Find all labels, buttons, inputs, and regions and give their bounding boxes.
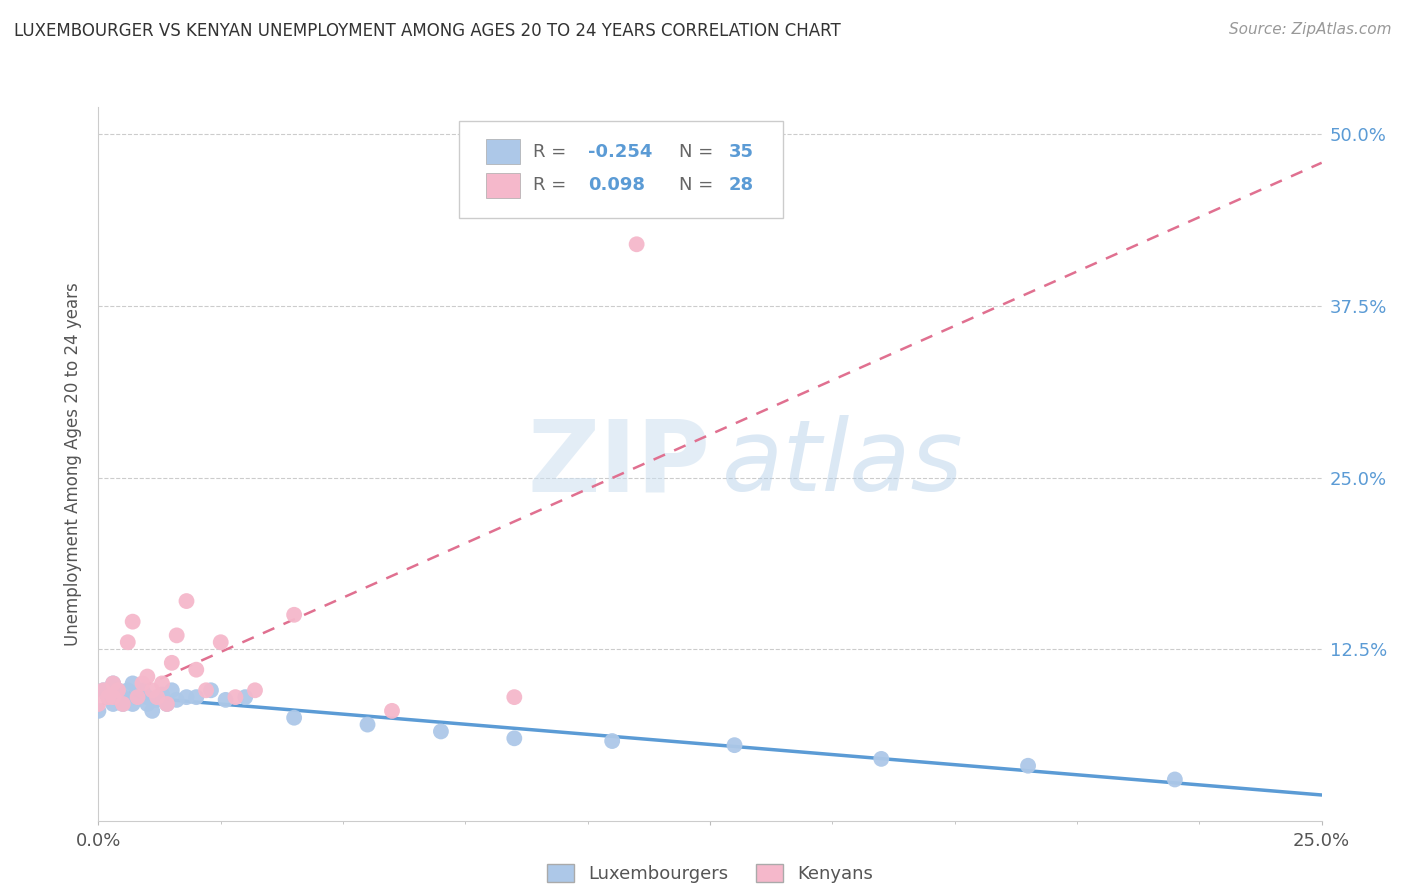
Point xyxy=(186,663,208,677)
FancyBboxPatch shape xyxy=(486,139,520,164)
Point xyxy=(136,697,159,711)
Text: Source: ZipAtlas.com: Source: ZipAtlas.com xyxy=(1229,22,1392,37)
Point xyxy=(503,690,526,705)
Point xyxy=(381,704,404,718)
Point xyxy=(430,724,453,739)
Point xyxy=(121,676,143,690)
Point xyxy=(166,693,188,707)
Text: R =: R = xyxy=(533,177,572,194)
Point xyxy=(503,731,526,746)
Point xyxy=(209,635,232,649)
Point xyxy=(101,676,124,690)
Point xyxy=(243,683,266,698)
Point xyxy=(626,237,648,252)
Point xyxy=(101,676,124,690)
Text: ZIP: ZIP xyxy=(527,416,710,512)
Point xyxy=(166,628,188,642)
Point xyxy=(176,594,198,608)
Point xyxy=(127,690,149,705)
Point xyxy=(160,683,183,698)
Point xyxy=(156,697,179,711)
Point xyxy=(121,697,143,711)
Point xyxy=(146,690,169,705)
Point xyxy=(195,683,218,698)
Point xyxy=(356,717,378,731)
Text: N =: N = xyxy=(679,177,720,194)
Text: atlas: atlas xyxy=(723,416,965,512)
Point xyxy=(131,676,153,690)
Point xyxy=(91,683,114,698)
Point xyxy=(283,711,305,725)
Point xyxy=(111,690,134,705)
Point xyxy=(121,615,143,629)
Point xyxy=(146,693,169,707)
Point xyxy=(87,704,110,718)
Point xyxy=(97,690,120,705)
Point xyxy=(101,697,124,711)
Point xyxy=(176,690,198,705)
Point xyxy=(870,752,893,766)
Point xyxy=(156,697,179,711)
Point xyxy=(1164,772,1187,787)
Point xyxy=(160,656,183,670)
Point xyxy=(150,676,173,690)
Point xyxy=(91,683,114,698)
Point xyxy=(141,704,163,718)
Y-axis label: Unemployment Among Ages 20 to 24 years: Unemployment Among Ages 20 to 24 years xyxy=(65,282,83,646)
FancyBboxPatch shape xyxy=(486,173,520,198)
Point xyxy=(117,683,139,698)
Point xyxy=(283,607,305,622)
Point xyxy=(117,635,139,649)
Point xyxy=(131,683,153,698)
Point xyxy=(200,683,222,698)
Point xyxy=(127,690,149,705)
Point xyxy=(723,738,745,752)
Point xyxy=(141,683,163,698)
Text: -0.254: -0.254 xyxy=(588,143,652,161)
Point xyxy=(214,693,236,707)
Point xyxy=(101,690,124,705)
Point xyxy=(224,690,246,705)
Point xyxy=(97,690,120,705)
Point xyxy=(136,669,159,683)
Text: 35: 35 xyxy=(728,143,754,161)
Point xyxy=(186,690,208,705)
Point xyxy=(233,690,256,705)
Text: N =: N = xyxy=(679,143,720,161)
Text: 28: 28 xyxy=(728,177,754,194)
Text: 0.098: 0.098 xyxy=(588,177,645,194)
Point xyxy=(107,683,129,698)
Point xyxy=(107,683,129,698)
Text: R =: R = xyxy=(533,143,572,161)
Point xyxy=(150,687,173,701)
Point xyxy=(1017,758,1039,772)
Text: LUXEMBOURGER VS KENYAN UNEMPLOYMENT AMONG AGES 20 TO 24 YEARS CORRELATION CHART: LUXEMBOURGER VS KENYAN UNEMPLOYMENT AMON… xyxy=(14,22,841,40)
Legend: Luxembourgers, Kenyans: Luxembourgers, Kenyans xyxy=(540,856,880,890)
Point xyxy=(600,734,623,748)
FancyBboxPatch shape xyxy=(460,121,783,218)
Point xyxy=(87,697,110,711)
Point xyxy=(136,690,159,705)
Point xyxy=(111,697,134,711)
Point xyxy=(111,697,134,711)
